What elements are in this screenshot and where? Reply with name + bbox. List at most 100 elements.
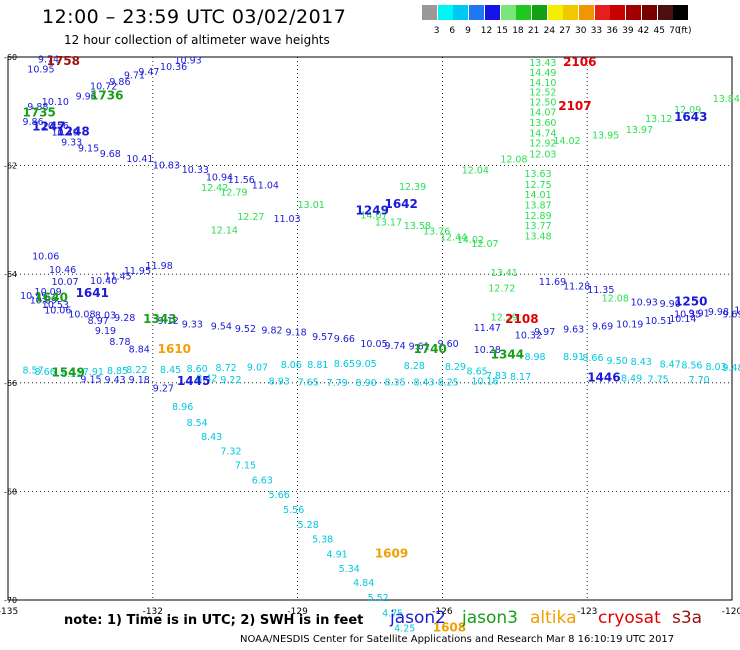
wave-height-value: 10.3 [734,305,740,316]
wave-height-value: 10.36 [160,62,187,73]
wave-height-value: 5.56 [283,505,304,516]
wave-height-value: 10.49 [51,128,78,139]
scale-swatch [657,5,673,20]
scale-label: 45 [653,26,665,36]
wave-height-value: 13.17 [375,217,402,228]
wave-height-value: 8.22 [126,365,147,376]
wave-height-value: 8.03 [705,362,726,373]
wave-height-value: 10.89 [30,296,57,307]
scale-swatch [437,5,453,20]
x-tick-label: -132 [143,607,163,617]
scale-swatch [422,5,437,20]
wave-height-value: 8.66 [582,353,603,364]
wave-height-value: 8.97 [88,316,109,327]
wave-height-value: 12.29 [491,312,518,323]
satellite-altika: altika [530,608,577,628]
wave-height-value: 8.28 [404,361,425,372]
wave-height-value: 8.43 [413,378,434,389]
wave-height-value: 11.98 [146,261,173,272]
wave-height-value: 12.92 [529,139,556,150]
wave-height-value: 9.66 [334,334,355,345]
wave-height-value: 12.75 [524,180,551,191]
wave-height-value: 8.06 [281,360,302,371]
wave-height-value: 9.18 [129,375,150,386]
wave-height-value: 13.41 [491,268,518,279]
wave-height-value: 8.60 [187,364,208,375]
scale-label: 18 [512,26,524,36]
wave-height-value: 7.65 [298,378,319,389]
y-tick-label: -62 [4,162,17,171]
wave-height-value: 9.69 [592,322,613,333]
wave-height-value: 8.81 [307,360,328,371]
wave-height-value: 12.03 [529,149,556,160]
wave-height-value: 9.50 [607,356,628,367]
wave-height-value: 14.02 [553,136,580,147]
scale-label: 39 [622,26,634,36]
y-tick-label: -60 [4,53,17,62]
wave-height-value: 8.57 [22,366,43,377]
wave-height-value: 13.58 [404,221,431,232]
wave-height-value: 14.01 [524,190,551,201]
wave-height-value: 12.14 [211,225,238,236]
wave-height-value: 7.15 [235,461,256,472]
wave-height-value: 12.04 [462,166,489,177]
wave-height-value: 13.87 [524,200,551,211]
pass-time-label: 1735 [22,106,55,120]
wave-height-value: 8.65 [334,359,355,370]
wave-height-value: 8.35 [384,378,405,389]
scale-swatch [563,5,579,20]
wave-height-value: 7.79 [327,378,348,389]
wave-height-value: 9.71 [124,71,145,82]
wave-height-value: 7.70 [689,375,710,386]
wave-height-value: 8.72 [216,363,237,374]
wave-height-value: 12.44 [440,233,467,244]
wave-height-value: 9.82 [261,325,282,336]
y-tick-label: -68 [4,487,17,496]
wave-height-value: 8.54 [187,418,208,429]
wave-height-value: 7.83 [486,371,507,382]
pass-time-label: 1446 [587,371,620,385]
wave-height-value: 14.49 [529,68,556,79]
wave-height-value: 10.09 [35,287,62,298]
scale-label: 21 [527,26,540,36]
scale-swatch [500,5,516,20]
wave-height-value: 6.63 [252,475,273,486]
wave-height-value: 9.96 [76,91,97,102]
wave-height-value: 8.66 [35,367,56,378]
scale-label: 6 [449,26,456,36]
wave-height-value: 5.38 [312,534,333,545]
scale-label: 70 [669,26,681,36]
wave-height-value: 5.28 [298,520,319,531]
wave-height-value: 8.29 [445,362,466,373]
wave-height-value: 8.78 [109,337,130,348]
pass-time-label: 1247 [32,119,65,133]
wave-height-value: 9.57 [312,332,333,343]
wave-height-value: 10.08 [68,310,95,321]
wave-height-value: 9.43 [105,375,126,386]
scale-swatch [484,5,500,20]
scale-swatch [594,5,610,20]
wave-height-value: 8.43 [201,432,222,443]
wave-height-value: 11.56 [228,175,255,186]
wave-height-value: 10.16 [471,376,498,387]
wave-height-value: 11.03 [273,214,300,225]
wave-height-value: 11.45 [105,272,132,283]
wave-height-value: 14.02 [457,235,484,246]
wave-height-value: 12.42 [201,183,228,194]
pass-time-label: 2106 [563,55,596,69]
wave-height-value: 12.08 [500,154,527,165]
pass-time-label: 1445 [177,374,210,388]
scale-swatch [641,5,657,20]
pass-time-label: 1642 [384,197,417,211]
wave-height-value: 9.69 [722,310,740,321]
wave-height-value: 11.47 [474,323,501,334]
wave-height-value: 8.98 [524,352,545,363]
pass-time-label: 1643 [674,110,707,124]
wave-height-value: 11.95 [124,266,151,277]
plot-border [7,56,733,601]
pass-time-label: 1344 [491,347,524,361]
pass-time-label: 1249 [356,203,389,217]
note-text: note: 1) Time is in UTC; 2) SWH is in fe… [64,613,364,628]
wave-height-value: 12.52 [529,88,556,99]
wave-height-value: 10.93 [631,298,658,309]
